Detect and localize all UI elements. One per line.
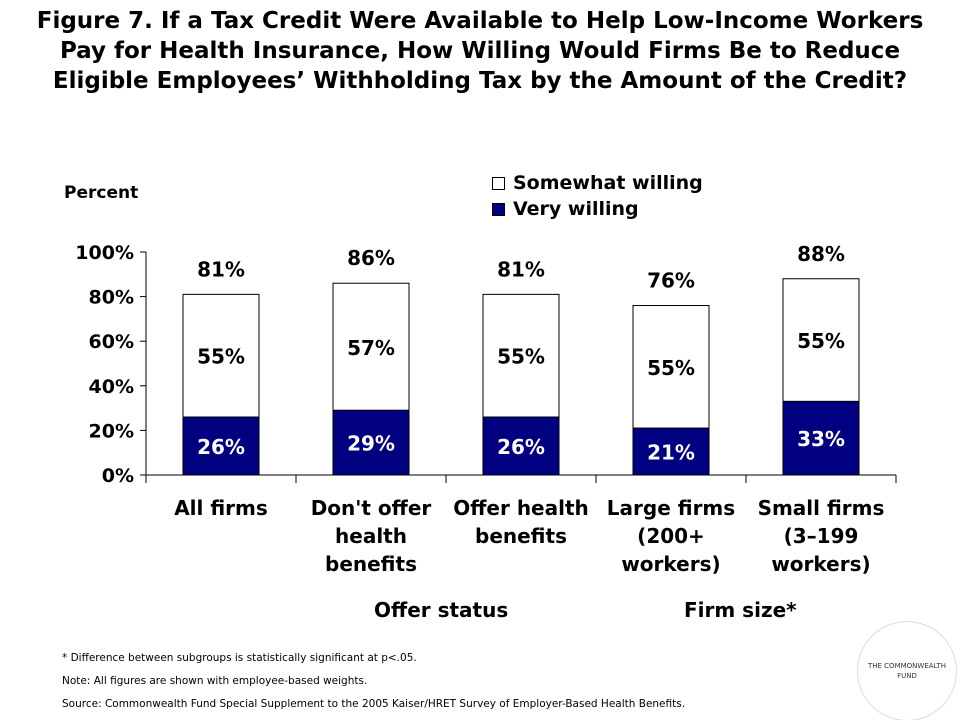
x-category-label: workers)	[621, 552, 720, 576]
chart-title: Figure 7. If a Tax Credit Were Available…	[36, 8, 924, 94]
footnote-weights: Note: All figures are shown with employe…	[62, 675, 368, 687]
data-label-total: 76%	[647, 269, 695, 293]
data-label-very-willing: 33%	[797, 427, 845, 451]
data-label-very-willing: 29%	[347, 432, 395, 456]
x-category-label: benefits	[475, 524, 567, 548]
data-label-total: 81%	[197, 257, 245, 281]
data-label-very-willing: 21%	[647, 441, 695, 465]
commonwealth-fund-logo: THE COMMONWEALTH FUND	[858, 622, 956, 720]
logo-text: THE COMMONWEALTH FUND	[867, 662, 947, 680]
data-label-somewhat-willing: 55%	[647, 356, 695, 380]
bar-somewhat-willing	[182, 293, 260, 418]
legend-swatch-very-willing	[492, 202, 505, 216]
data-label-total: 86%	[347, 246, 395, 270]
data-label-very-willing: 26%	[197, 435, 245, 459]
data-label-total: 88%	[797, 242, 845, 266]
x-category-label: All firms	[174, 496, 268, 520]
group-label-firm-size: Firm size*	[684, 598, 797, 622]
data-label-somewhat-willing: 55%	[197, 345, 245, 369]
x-category-label: Small firms	[758, 496, 885, 520]
y-tick-label: 0%	[102, 465, 134, 487]
bar-very-willing	[182, 416, 260, 476]
data-label-very-willing: 26%	[497, 435, 545, 459]
legend: Somewhat willing Very willing	[492, 170, 703, 222]
x-category-label: workers)	[771, 552, 870, 576]
y-tick-label: 80%	[89, 287, 134, 309]
group-label-offer-status: Offer status	[374, 598, 509, 622]
legend-swatch-somewhat-willing	[492, 176, 505, 190]
x-category-label: Don't offer	[311, 496, 432, 520]
y-tick-label: 60%	[89, 331, 134, 353]
y-tick-label: 100%	[75, 242, 134, 264]
bar-very-willing	[632, 427, 710, 476]
x-category-label: (200+	[637, 524, 705, 548]
x-category-label: benefits	[325, 552, 417, 576]
legend-label-very-willing: Very willing	[513, 198, 639, 220]
x-category-label: Offer health	[453, 496, 589, 520]
bar-very-willing	[332, 409, 410, 476]
legend-item-very-willing: Very willing	[492, 196, 703, 222]
y-tick-label: 40%	[89, 376, 134, 398]
data-label-somewhat-willing: 55%	[797, 329, 845, 353]
legend-label-somewhat-willing: Somewhat willing	[513, 172, 703, 194]
bar-very-willing	[482, 416, 560, 476]
y-tick-label: 20%	[89, 420, 134, 442]
bar-somewhat-willing	[332, 282, 410, 411]
data-label-somewhat-willing: 55%	[497, 345, 545, 369]
y-unit-label: Percent	[64, 183, 139, 203]
footnotes: * Difference between subgroups is statis…	[62, 647, 685, 716]
legend-item-somewhat-willing: Somewhat willing	[492, 170, 703, 196]
data-label-somewhat-willing: 57%	[347, 336, 395, 360]
bar-somewhat-willing	[482, 293, 560, 418]
footnote-source: Source: Commonwealth Fund Special Supple…	[62, 698, 686, 710]
x-category-label: (3–199	[784, 524, 859, 548]
data-label-total: 81%	[497, 257, 545, 281]
bar-somewhat-willing	[782, 278, 860, 402]
x-category-label: Large firms	[607, 496, 735, 520]
x-category-label: health	[335, 524, 407, 548]
footnote-significance: * Difference between subgroups is statis…	[62, 652, 417, 664]
bar-very-willing	[782, 400, 860, 476]
